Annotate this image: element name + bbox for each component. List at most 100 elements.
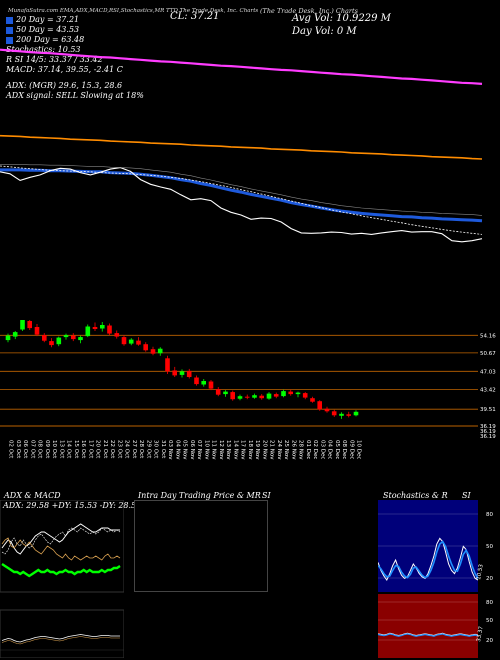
candle <box>34 324 40 337</box>
candle-body <box>273 394 279 397</box>
line-magenta <box>0 48 483 85</box>
candle-body <box>201 381 206 385</box>
candle-body <box>346 414 351 416</box>
date-tick-label: 10 Nov <box>203 440 209 460</box>
candle <box>12 331 18 340</box>
stoch-panel-title: Stochastics & R <box>383 491 448 500</box>
stochastics-readout: Stochastics: 10.53 <box>6 45 81 54</box>
candle-body <box>71 335 76 340</box>
candle <box>165 355 170 374</box>
candle-body <box>85 326 91 337</box>
candle <box>186 368 192 379</box>
candle <box>78 335 83 344</box>
candle-body <box>194 377 199 385</box>
ema50-legend-item: 50 Day = 43.53 <box>6 25 144 35</box>
intraday-panel <box>134 500 268 592</box>
macd-line <box>1 634 120 643</box>
candle-body <box>150 349 156 354</box>
ema20-legend-item: 20 Day = 37.21 <box>6 15 144 25</box>
date-tick-label: 19 Nov <box>254 440 260 460</box>
date-tick-label: 27 Oct <box>131 440 137 459</box>
candle <box>201 379 206 387</box>
candle <box>42 333 47 343</box>
candle <box>288 389 293 396</box>
date-tick-label: 14 Nov <box>232 440 238 460</box>
stoch-panel-title-right: SI <box>462 491 471 500</box>
date-tick-label: 07 Oct <box>29 440 35 459</box>
candle <box>27 320 32 330</box>
candle <box>244 394 250 400</box>
candle-body <box>63 335 69 338</box>
candle-body <box>215 389 221 395</box>
line-grey-guide <box>0 164 483 216</box>
line-50-day <box>0 168 483 223</box>
candle-body <box>20 320 25 330</box>
date-tick-label: 13 Oct <box>58 440 64 459</box>
candle <box>353 410 359 417</box>
candle <box>114 330 120 339</box>
candle <box>92 322 98 331</box>
candle <box>136 337 141 346</box>
line-price <box>0 167 483 243</box>
rsi-line <box>378 633 479 637</box>
date-tick-label: 10 Dec <box>356 440 362 459</box>
date-tick-label: 06 Oct <box>22 440 28 459</box>
candle <box>107 323 112 336</box>
stoch-value-label: 10.53 <box>476 563 485 580</box>
candle <box>56 336 62 347</box>
adx-values: ADX: 29.58 +DY: 15.53 -DY: 28.57 <box>3 501 142 510</box>
candle-body <box>5 335 11 341</box>
price-level-label: 50.67 <box>480 351 496 357</box>
candle-body <box>172 370 177 376</box>
candle <box>317 400 322 411</box>
intraday-panel-title: Intra Day Trading Price & MR <box>138 491 261 500</box>
adx-line-dy <box>1 537 121 561</box>
date-tick-label: 03 Dec <box>319 440 325 459</box>
ema200-legend-item: 200 Day = 63.48 <box>6 35 144 45</box>
candle <box>20 320 25 331</box>
rsi-line-secondary <box>378 632 479 636</box>
candle-body <box>331 411 337 416</box>
date-tick-label: 07 Nov <box>196 440 202 460</box>
candle-body <box>353 411 359 416</box>
date-tick-label: 24 Nov <box>276 440 282 460</box>
date-tick-label: 04 Nov <box>174 440 180 460</box>
candle <box>179 369 185 378</box>
candle-body <box>252 395 257 398</box>
adx-line-adx <box>1 523 120 555</box>
candle <box>150 346 156 356</box>
candle-body <box>295 392 301 395</box>
candle <box>128 338 134 346</box>
candle <box>230 390 235 401</box>
stoch-tick-label: 50 <box>486 544 493 550</box>
candle <box>5 333 11 343</box>
candle <box>215 387 221 397</box>
candle <box>339 412 344 419</box>
rsi-tick-label: 50 <box>486 618 493 624</box>
ema200-swatch <box>6 36 13 44</box>
macd-readout: MACD: 37.14, 39.55, -2.41 C <box>6 65 123 74</box>
date-tick-label: 14 Oct <box>66 440 72 459</box>
candle-body <box>281 391 286 397</box>
date-tick-label: 04 Dec <box>327 440 333 459</box>
candle-body <box>34 327 40 335</box>
line-20-day <box>0 165 483 235</box>
date-tick-label: 25 Nov <box>283 440 289 460</box>
ema-legend: 20 Day = 37.21 50 Day = 43.53 200 Day = … <box>6 15 144 101</box>
avg-volume: Avg Vol: 10.9229 M <box>292 13 391 24</box>
date-tick-label: 08 Dec <box>341 440 347 459</box>
rsi-value-label: 33.37 <box>476 625 485 642</box>
candle-body <box>78 337 83 341</box>
date-tick-label: 06 Nov <box>189 440 195 460</box>
price-level-label: 36.19 <box>480 434 496 440</box>
stoch-k-line <box>378 537 479 581</box>
candle <box>208 380 214 391</box>
candle <box>324 406 330 413</box>
candle-body <box>288 391 293 395</box>
ema-chart <box>0 48 483 243</box>
rsi-tick-label: 20 <box>486 638 493 644</box>
candle-body <box>12 332 18 337</box>
date-tick-label: 05 Nov <box>182 440 188 460</box>
date-tick-label: 31 Oct <box>160 440 166 459</box>
candle-body <box>165 358 170 372</box>
